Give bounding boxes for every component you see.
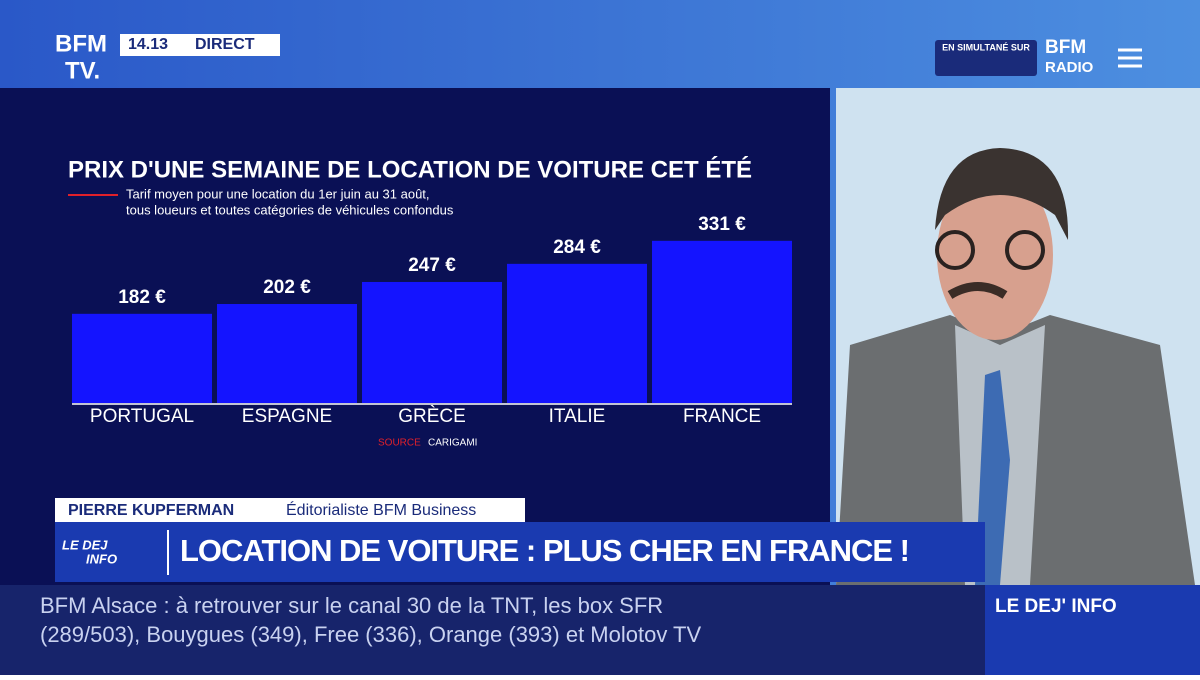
radio-logo: RADIO xyxy=(1045,59,1094,76)
hair xyxy=(935,148,1069,240)
show-box xyxy=(985,585,1200,675)
glasses xyxy=(1005,230,1045,270)
logo: TV. xyxy=(65,57,100,84)
show-logo: LE DEJ xyxy=(62,537,108,552)
guest-role: Éditorialiste BFM Business xyxy=(286,500,476,519)
bar xyxy=(362,281,502,403)
bar xyxy=(507,263,647,403)
chart-subtitle: Tarif moyen pour une location du 1er jui… xyxy=(126,186,430,201)
name-strip xyxy=(55,498,525,522)
show-logo: INFO xyxy=(86,551,117,566)
source: CARIGAMI xyxy=(428,438,477,449)
ticker-text: (289/503), Bouygues (349), Free (336), O… xyxy=(40,622,701,647)
logo: BFM xyxy=(55,30,107,57)
headline: LOCATION DE VOITURE : PLUS CHER EN FRANC… xyxy=(180,533,910,568)
guest-name: PIERRE KUPFERMAN xyxy=(68,502,234,519)
value-label: 202 € xyxy=(263,277,311,298)
ticker xyxy=(0,585,985,675)
simulcast: EN SIMULTANÉ SUR xyxy=(942,42,1030,52)
chart-title: PRIX D'UNE SEMAINE DE LOCATION DE VOITUR… xyxy=(68,155,752,183)
simulcast-box xyxy=(935,40,1037,76)
ticker-text: BFM Alsace : à retrouver sur le canal 30… xyxy=(40,593,663,618)
bar xyxy=(652,240,792,403)
x-tick-label: ESPAGNE xyxy=(242,406,332,427)
value-label: 331 € xyxy=(698,214,746,235)
glasses xyxy=(935,230,975,270)
value-label: 284 € xyxy=(553,237,601,258)
x-tick-label: ITALIE xyxy=(549,406,606,427)
x-tick-label: FRANCE xyxy=(683,406,761,427)
menu-icon xyxy=(1118,48,1142,68)
face xyxy=(937,170,1053,340)
moustache xyxy=(947,282,1008,299)
source-label: SOURCE xyxy=(378,438,421,449)
x-tick-label: PORTUGAL xyxy=(90,406,194,427)
headline-strip xyxy=(55,522,985,582)
show-name: LE DEJ' INFO xyxy=(995,596,1117,617)
bar xyxy=(72,313,212,403)
x-tick-label: GRÈCE xyxy=(398,406,466,427)
value-label: 182 € xyxy=(118,287,166,308)
live: DIRECT xyxy=(195,36,255,53)
time: 14.13 xyxy=(128,36,168,53)
radio-logo: BFM xyxy=(1045,37,1086,58)
bar xyxy=(217,304,357,403)
value-label: 247 € xyxy=(408,255,456,276)
chart-subtitle: tous loueurs et toutes catégories de véh… xyxy=(126,202,454,217)
live-box xyxy=(120,34,280,56)
chart: PRIX D'UNE SEMAINE DE LOCATION DE VOITUR… xyxy=(68,155,792,449)
